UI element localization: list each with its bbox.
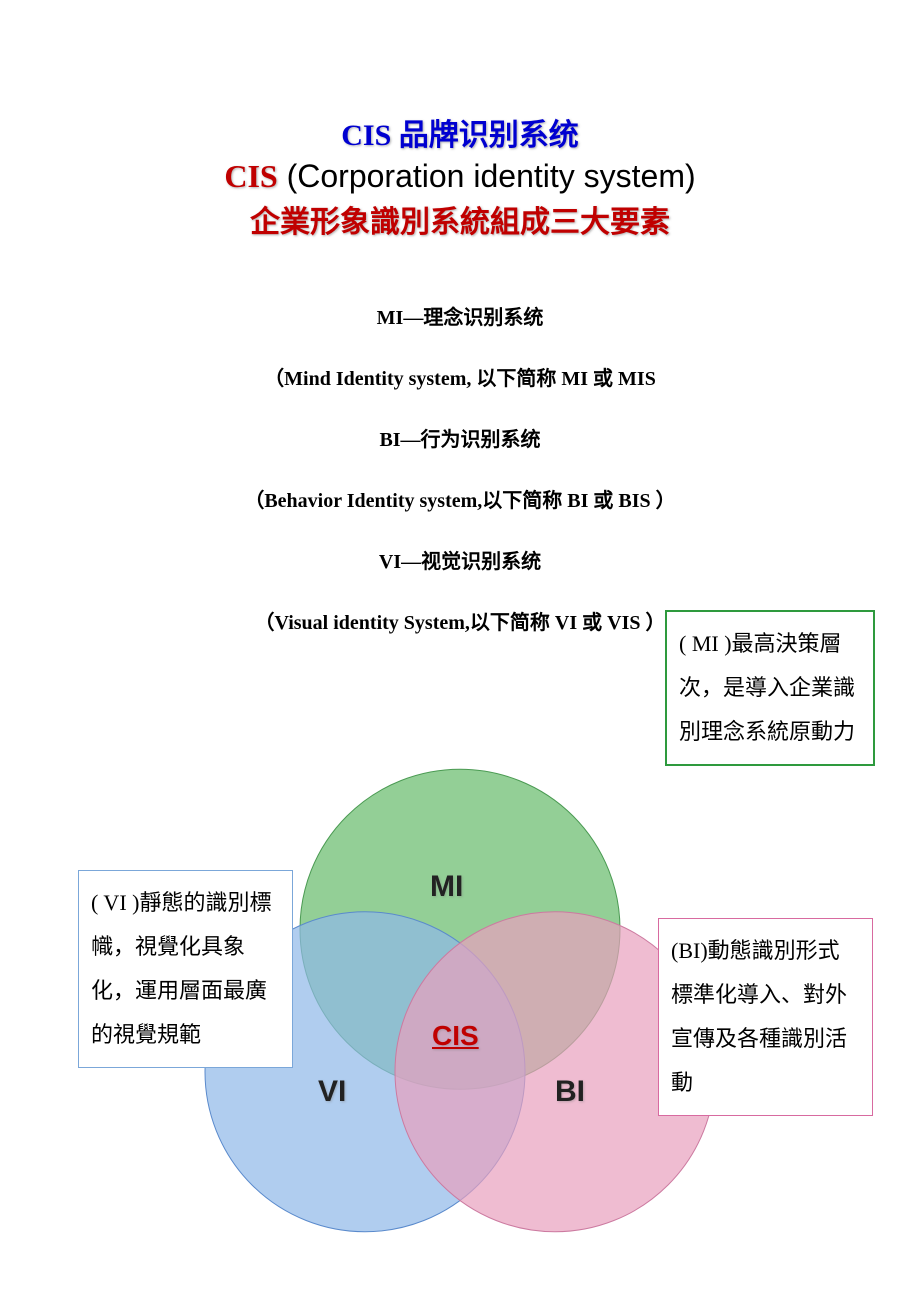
venn-center-label: CIS: [432, 1020, 479, 1052]
callout-box-mi: ( MI )最高決策層次，是導入企業識別理念系統原動力: [665, 610, 875, 766]
venn-label-bi: BI: [555, 1075, 585, 1109]
callout-box-vi: ( VI )靜態的識別標幟，視覺化具象化，運用層面最廣的視覺規範: [78, 870, 293, 1068]
venn-label-vi: VI: [318, 1075, 346, 1109]
venn-label-mi: MI: [430, 870, 463, 904]
callout-box-bi: (BI)動態識別形式標準化導入、對外宣傳及各種識別活動: [658, 918, 873, 1116]
